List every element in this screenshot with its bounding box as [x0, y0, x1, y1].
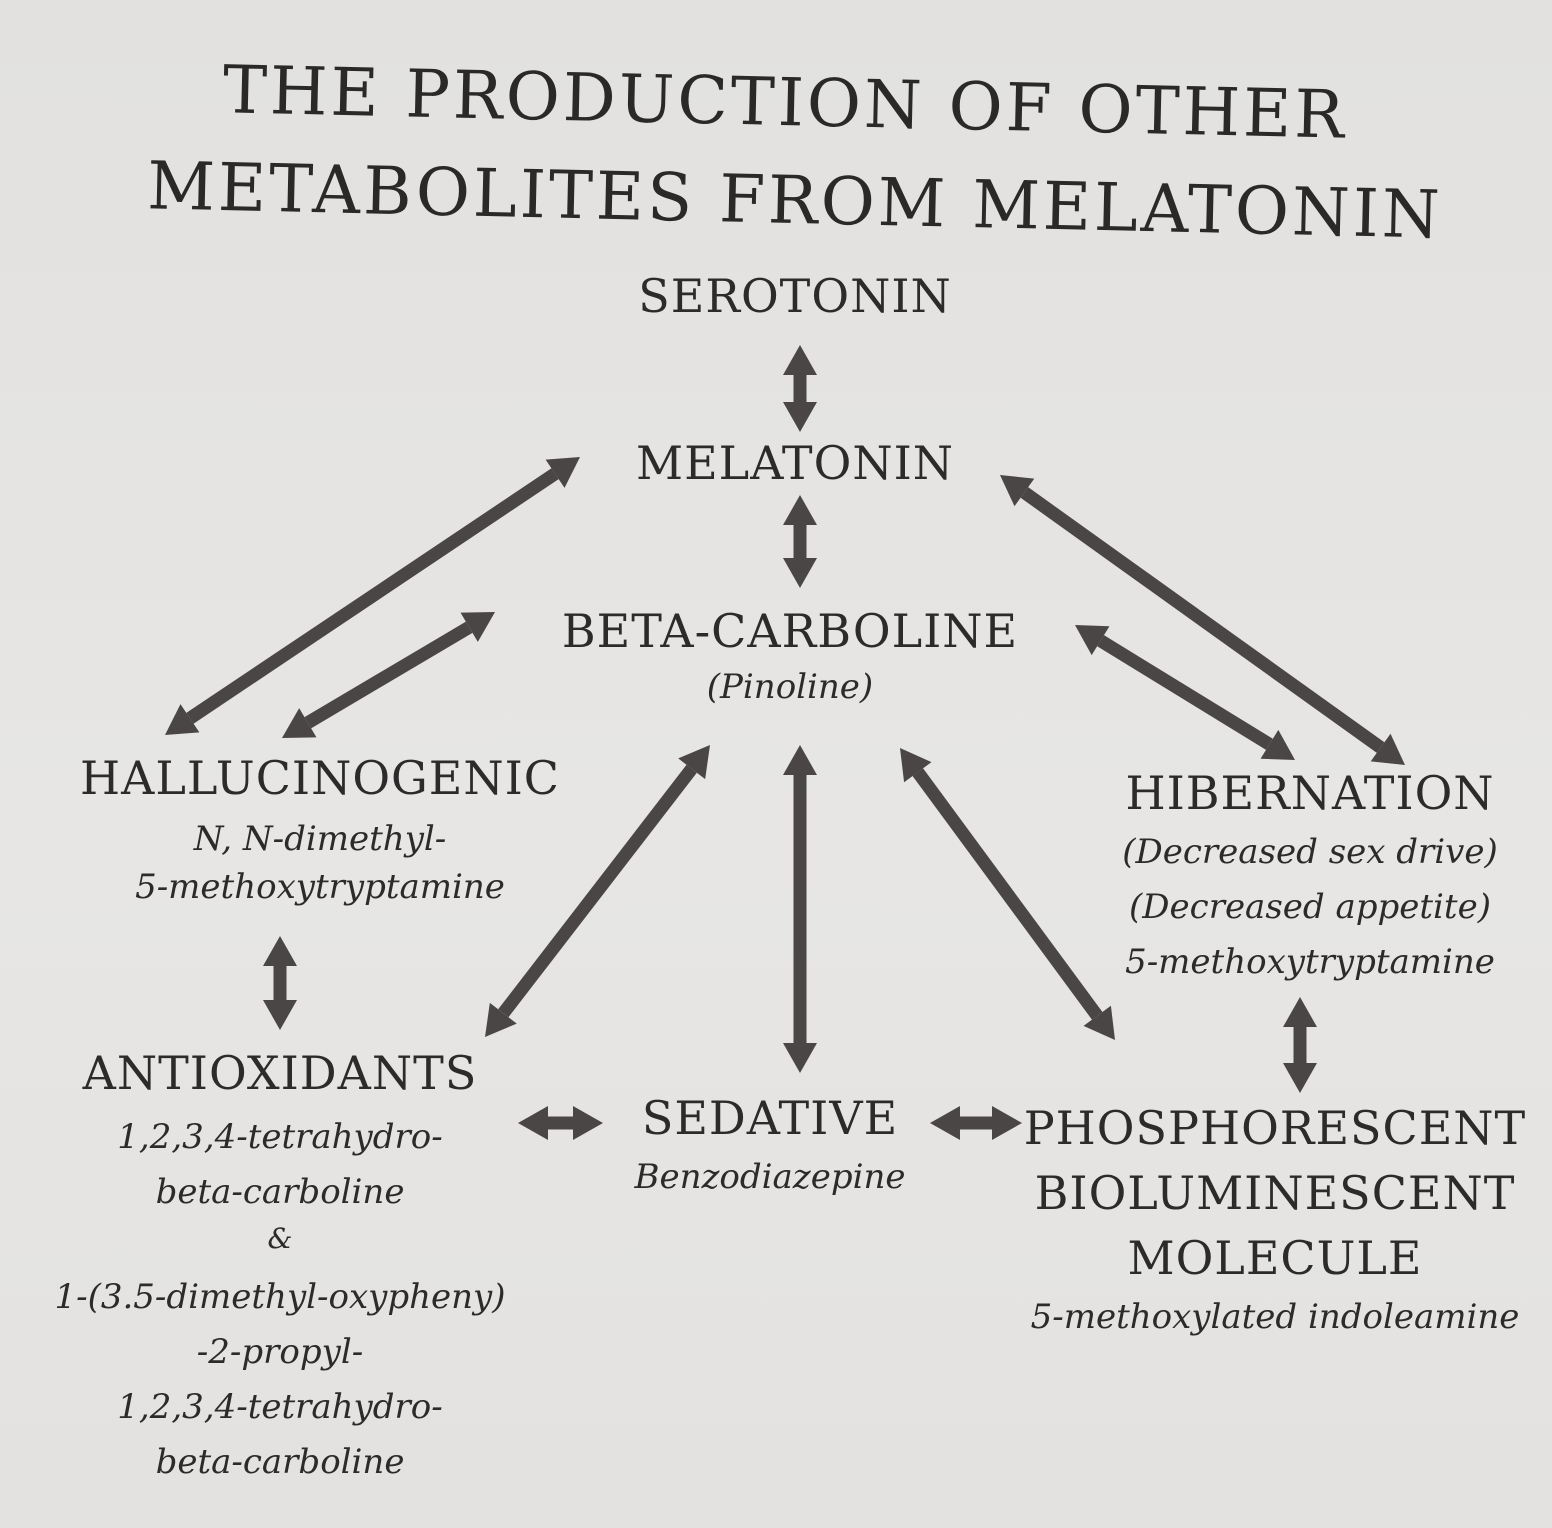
phosphorescent-node: PHOSPHORESCENT — [1023, 1101, 1527, 1155]
arrow-shaft — [1293, 1027, 1307, 1063]
hallucinogenic-node: HALLUCINOGENIC — [80, 751, 560, 805]
arrowhead — [263, 936, 297, 966]
serotonin-node: SEROTONIN — [638, 269, 952, 323]
double-headed-arrow — [165, 457, 580, 735]
antioxidants-compound-line: 1,2,3,4-tetrahydro- — [117, 1387, 443, 1427]
molecule-line: MOLECULE — [1127, 1231, 1423, 1285]
arrow-shaft — [548, 1116, 573, 1130]
arrow-shaft — [498, 764, 697, 1018]
arrowhead — [460, 612, 495, 642]
double-headed-arrow — [282, 612, 495, 738]
hibernation-effect-line: (Decreased sex drive) — [1122, 832, 1498, 872]
double-headed-arrow — [485, 745, 710, 1037]
arrowhead — [1083, 1005, 1115, 1040]
arrowhead — [282, 708, 317, 738]
double-headed-arrow — [1000, 475, 1405, 765]
arrowhead — [783, 558, 817, 588]
hallucinogenic-compound-line: N, N-dimethyl- — [193, 819, 447, 859]
arrowhead — [485, 1002, 517, 1037]
arrowhead — [783, 495, 817, 525]
arrowhead — [573, 1106, 603, 1140]
arrowhead — [678, 745, 710, 780]
double-headed-arrow — [518, 1106, 603, 1140]
benzodiazepine-label: Benzodiazepine — [634, 1157, 906, 1197]
arrow-shaft — [793, 525, 807, 558]
arrow-shaft — [1020, 487, 1385, 753]
sedative-node: SEDATIVE — [641, 1091, 899, 1145]
arrow-shaft — [793, 775, 807, 1043]
hibernation-effect-line: (Decreased appetite) — [1129, 887, 1491, 927]
bioluminescent-line: BIOLUMINESCENT — [1034, 1166, 1516, 1220]
antioxidants-compound-line: 1-(3.5-dimethyl-oxypheny) — [54, 1277, 506, 1317]
arrowhead — [1260, 729, 1295, 760]
arrowhead — [900, 748, 932, 783]
indoleamine-label: 5-methoxylated indoleamine — [1030, 1297, 1520, 1337]
arrowhead — [783, 345, 817, 375]
arrow-shaft — [304, 621, 473, 729]
arrow-shaft — [960, 1116, 992, 1130]
arrowhead — [1370, 733, 1405, 765]
double-headed-arrow — [900, 748, 1115, 1040]
double-headed-arrow — [1283, 997, 1317, 1093]
arrowhead — [1075, 625, 1110, 656]
arrow-shaft — [793, 375, 807, 402]
antioxidants-compound-line: -2-propyl- — [196, 1332, 364, 1372]
arrowhead — [992, 1106, 1022, 1140]
arrowhead — [518, 1106, 548, 1140]
pinoline-label: (Pinoline) — [706, 667, 874, 707]
antioxidants-compound-line: 1,2,3,4-tetrahydro- — [117, 1117, 443, 1157]
melatonin-node: MELATONIN — [636, 436, 954, 490]
double-headed-arrow — [783, 345, 817, 432]
double-headed-arrow — [930, 1106, 1022, 1140]
antioxidants-node: ANTIOXIDANTS — [82, 1046, 478, 1100]
arrowhead — [165, 704, 200, 735]
hallucinogenic-compound-line: 5-methoxytryptamine — [135, 867, 505, 907]
arrowhead — [263, 1000, 297, 1030]
arrow-shaft — [273, 966, 287, 1000]
arrow-shaft — [186, 468, 559, 724]
arrowhead — [1283, 997, 1317, 1027]
arrowhead — [545, 457, 580, 488]
arrowhead — [930, 1106, 960, 1140]
arrowhead — [1000, 475, 1035, 507]
arrow-shaft — [1097, 635, 1273, 750]
arrowhead — [783, 402, 817, 432]
double-headed-arrow — [783, 495, 817, 588]
hibernation-node: HIBERNATION — [1125, 766, 1495, 820]
antioxidants-ampersand: & — [267, 1222, 293, 1255]
antioxidants-compound-line: beta-carboline — [155, 1172, 405, 1212]
hibernation-compound-line: 5-methoxytryptamine — [1125, 942, 1495, 982]
double-headed-arrow — [263, 936, 297, 1030]
double-headed-arrow — [1075, 625, 1295, 760]
arrowhead — [783, 1043, 817, 1073]
arrow-shaft — [912, 768, 1103, 1020]
beta-carboline-node: BETA-CARBOLINE — [561, 604, 1019, 658]
double-headed-arrow — [783, 745, 817, 1073]
arrowhead — [1283, 1063, 1317, 1093]
arrowhead — [783, 745, 817, 775]
antioxidants-compound-line: beta-carboline — [155, 1442, 405, 1482]
